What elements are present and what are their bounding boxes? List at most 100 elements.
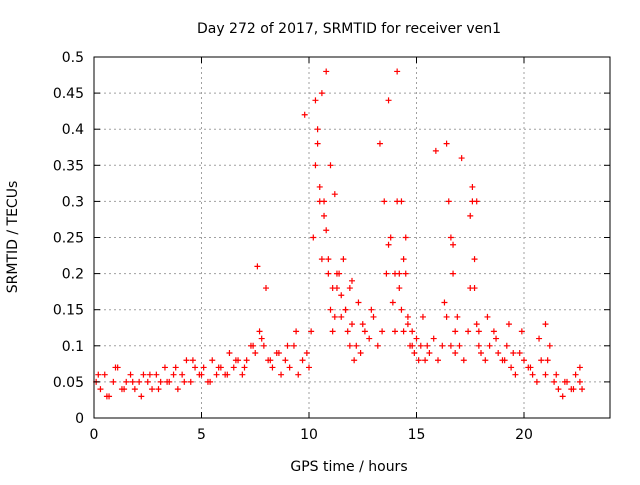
data-point: [478, 350, 484, 357]
data-point: [402, 234, 409, 241]
data-point: [508, 364, 515, 371]
data-point: [349, 321, 355, 328]
data-point: [263, 285, 269, 292]
data-point: [576, 364, 583, 371]
data-point: [452, 350, 459, 357]
data-point: [443, 140, 450, 147]
data-point: [338, 313, 345, 320]
data-point: [516, 350, 523, 357]
data-point: [318, 256, 325, 263]
grid: [94, 57, 610, 418]
data-point: [546, 342, 553, 349]
data-point: [333, 270, 340, 277]
data-point: [250, 342, 257, 349]
data-point: [415, 357, 422, 364]
data-point: [254, 263, 261, 270]
data-point: [346, 342, 353, 349]
data-point: [475, 328, 482, 335]
data-point: [310, 234, 317, 241]
data-point: [325, 270, 332, 277]
chart-title: Day 272 of 2017, SRMTID for receiver ven…: [197, 21, 501, 37]
data-point: [340, 256, 347, 263]
data-point: [321, 212, 328, 219]
data-point: [146, 371, 153, 378]
data-point: [127, 371, 134, 378]
data-point: [469, 183, 476, 190]
data-point: [392, 328, 398, 335]
data-point: [439, 342, 446, 349]
data-point: [435, 357, 441, 364]
y-tick-label: 0.35: [53, 158, 84, 174]
data-point: [413, 335, 420, 342]
data-point: [542, 321, 549, 328]
data-point: [493, 335, 500, 342]
data-point: [95, 371, 102, 378]
data-point: [207, 378, 214, 385]
data-point: [308, 328, 315, 335]
data-point: [475, 342, 482, 349]
data-point: [241, 364, 248, 371]
data-point: [314, 140, 321, 147]
data-point: [447, 342, 454, 349]
data-point: [312, 162, 319, 169]
data-point: [349, 277, 355, 284]
data-point: [398, 306, 405, 313]
data-point: [521, 357, 527, 364]
data-point: [359, 321, 366, 328]
data-point: [366, 335, 373, 342]
data-point: [394, 68, 401, 75]
data-point: [471, 256, 478, 263]
data-point: [460, 357, 467, 364]
data-point: [443, 313, 450, 320]
y-tick-label: 0.05: [53, 375, 84, 391]
data-point: [379, 328, 386, 335]
x-tick-label: 15: [408, 427, 426, 443]
data-point: [138, 393, 145, 400]
data-point: [256, 328, 263, 335]
data-point: [389, 299, 396, 306]
data-point: [551, 378, 558, 385]
data-point: [533, 378, 540, 385]
data-point: [346, 285, 353, 292]
data-point: [370, 313, 377, 320]
data-point: [501, 357, 508, 364]
data-point: [404, 313, 411, 320]
data-point: [183, 357, 190, 364]
data-point: [325, 256, 332, 263]
data-point: [447, 234, 454, 241]
data-point: [426, 350, 433, 357]
data-point: [323, 227, 330, 234]
data-point: [101, 371, 108, 378]
data-point: [243, 357, 250, 364]
data-point: [450, 241, 457, 248]
data-point: [559, 393, 566, 400]
data-point: [456, 342, 463, 349]
data-point: [174, 386, 181, 393]
data-point: [374, 342, 381, 349]
y-tick-label: 0.45: [53, 86, 84, 102]
data-point: [226, 350, 233, 357]
y-tick-label: 0.25: [53, 231, 84, 247]
data-point: [155, 386, 162, 393]
data-point: [542, 371, 549, 378]
data-point: [368, 306, 375, 313]
data-point: [441, 299, 448, 306]
data-point: [400, 328, 407, 335]
data-point: [121, 386, 128, 393]
y-tick-label: 0.1: [62, 339, 84, 355]
data-point: [536, 335, 543, 342]
data-point: [161, 364, 168, 371]
data-point: [495, 350, 502, 357]
data-point: [314, 126, 321, 133]
data-point: [505, 321, 512, 328]
data-point: [361, 328, 368, 335]
data-point: [490, 328, 497, 335]
data-point: [170, 371, 177, 378]
data-point: [295, 371, 302, 378]
data-point: [430, 335, 437, 342]
data-point: [396, 285, 403, 292]
data-point: [355, 299, 362, 306]
data-point: [419, 313, 426, 320]
